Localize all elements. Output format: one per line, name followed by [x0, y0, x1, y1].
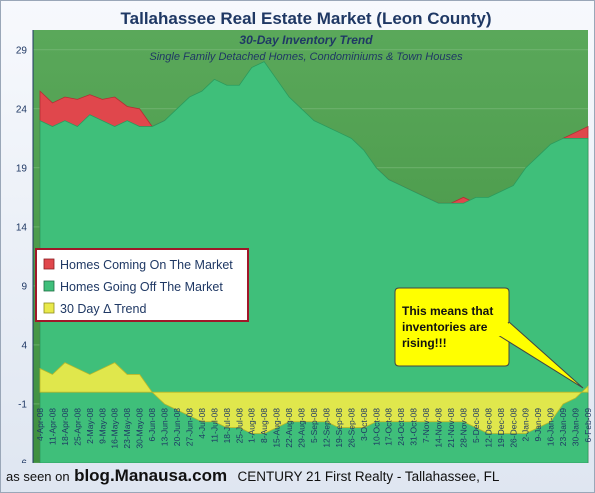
- x-tick-label: 30-May-08: [135, 408, 145, 449]
- x-tick-label: 12-Dec-08: [483, 408, 493, 448]
- y-axis-ticks: 29 24 19 14 9 4 -1 -6: [16, 45, 28, 463]
- x-tick-label: 30-Jan-09: [571, 408, 581, 447]
- x-tick-label: 7-Nov-08: [421, 408, 431, 443]
- x-tick-label: 23-Jan-09: [558, 408, 568, 447]
- y-tick-label: 19: [16, 163, 28, 174]
- x-tick-label: 6-Jun-08: [147, 408, 157, 442]
- x-tick-label: 25-Apr-08: [72, 408, 82, 446]
- x-tick-label: 15-Aug-08: [272, 408, 282, 448]
- callout-text: This means that inventories are rising!!!: [402, 304, 493, 350]
- x-tick-label: 24-Oct-08: [396, 408, 406, 446]
- annotation-callout: This means that inventories are rising!!!: [394, 287, 584, 389]
- x-tick-label: 18-Apr-08: [60, 408, 70, 446]
- x-tick-label: 16-May-08: [110, 408, 120, 449]
- x-tick-label: 18-Jul-08: [222, 408, 232, 444]
- legend: Homes Coming On The Market Homes Going O…: [35, 248, 249, 322]
- x-tick-label: 23-May-08: [122, 408, 132, 449]
- x-tick-label: 11-Jul-08: [209, 408, 219, 443]
- x-tick-label: 12-Sep-08: [321, 408, 331, 448]
- inventory-trend-chart: 29 24 19 14 9 4 -1 -6 4-Apr-0811-Apr-0818-Apr-0…: [16, 9, 593, 463]
- y-tick-label: 9: [21, 281, 27, 292]
- x-tick-label: 14-Nov-08: [434, 408, 444, 448]
- x-tick-label: 20-Jun-08: [172, 408, 182, 447]
- x-axis-ticks: 4-Apr-08 11-Apr-08 18-Apr-08 25-Apr-08 2-May…: [35, 408, 593, 449]
- legend-swatch-trend: [43, 302, 55, 314]
- chart-subtitle-detail: Single Family Detached Homes, Condominiu…: [149, 51, 463, 63]
- legend-label-trend: 30 Day Δ Trend: [60, 302, 146, 316]
- x-tick-label: 26-Dec-08: [508, 408, 518, 448]
- x-tick-label: 2-Jan-09: [521, 408, 531, 442]
- x-tick-label: 29-Aug-08: [297, 408, 307, 448]
- x-tick-label: 8-Aug-08: [259, 408, 269, 443]
- x-tick-label: 19-Sep-08: [334, 408, 344, 448]
- y-tick-label: 29: [16, 45, 28, 56]
- footer-site-link[interactable]: blog.Manausa.com: [74, 466, 228, 485]
- x-tick-label: 3-Oct-08: [359, 408, 369, 441]
- x-tick-label: 4-Apr-08: [35, 408, 45, 441]
- x-tick-label: 21-Nov-08: [446, 408, 456, 448]
- x-tick-label: 28-Nov-08: [458, 408, 468, 448]
- x-tick-label: 5-Sep-08: [309, 408, 319, 443]
- x-tick-label: 19-Dec-08: [496, 408, 506, 448]
- legend-swatch-coming-on: [43, 258, 55, 270]
- footer: as seen on blog.Manausa.com CENTURY 21 F…: [0, 464, 595, 492]
- x-tick-label: 6-Feb-09: [583, 408, 593, 443]
- x-tick-label: 5-Dec-08: [471, 408, 481, 443]
- x-tick-label: 27-Jun-08: [184, 408, 194, 447]
- footer-prefix: as seen on: [6, 469, 70, 484]
- x-tick-label: 9-Jan-09: [533, 408, 543, 442]
- x-tick-label: 22-Aug-08: [284, 408, 294, 448]
- x-tick-label: 11-Apr-08: [47, 408, 57, 445]
- x-tick-label: 4-Jul-08: [197, 408, 207, 439]
- x-tick-label: 13-Jun-08: [160, 408, 170, 447]
- x-tick-label: 2-May-08: [85, 408, 95, 444]
- y-tick-label: -1: [18, 399, 27, 410]
- callout-box: [394, 287, 510, 367]
- chart-subtitle: 30-Day Inventory Trend: [239, 33, 373, 47]
- x-tick-label: 1-Aug-08: [247, 408, 257, 443]
- x-tick-label: 25-Jul-08: [234, 408, 244, 444]
- callout-pointer-join: [496, 323, 508, 336]
- footer-company: CENTURY 21 First Realty - Tallahassee, F…: [237, 469, 500, 484]
- x-tick-label: 9-May-08: [97, 408, 107, 444]
- x-tick-label: 31-Oct-08: [409, 408, 419, 446]
- legend-swatch-going-off: [43, 280, 55, 292]
- x-tick-label: 26-Sep-08: [346, 408, 356, 448]
- y-tick-label: 14: [16, 222, 28, 233]
- x-tick-label: 10-Oct-08: [371, 408, 381, 446]
- chart-title: Tallahassee Real Estate Market (Leon Cou…: [121, 9, 492, 28]
- x-tick-label: 16-Jan-09: [546, 408, 556, 447]
- y-tick-label: -6: [18, 459, 27, 464]
- series-area-trend: [39, 362, 589, 434]
- legend-label-coming-on: Homes Coming On The Market: [60, 258, 233, 272]
- legend-label-going-off: Homes Going Off The Market: [60, 280, 223, 294]
- x-tick-label: 17-Oct-08: [384, 408, 394, 446]
- legend-box: [35, 248, 249, 322]
- y-tick-label: 24: [16, 104, 28, 115]
- y-tick-label: 4: [21, 340, 27, 351]
